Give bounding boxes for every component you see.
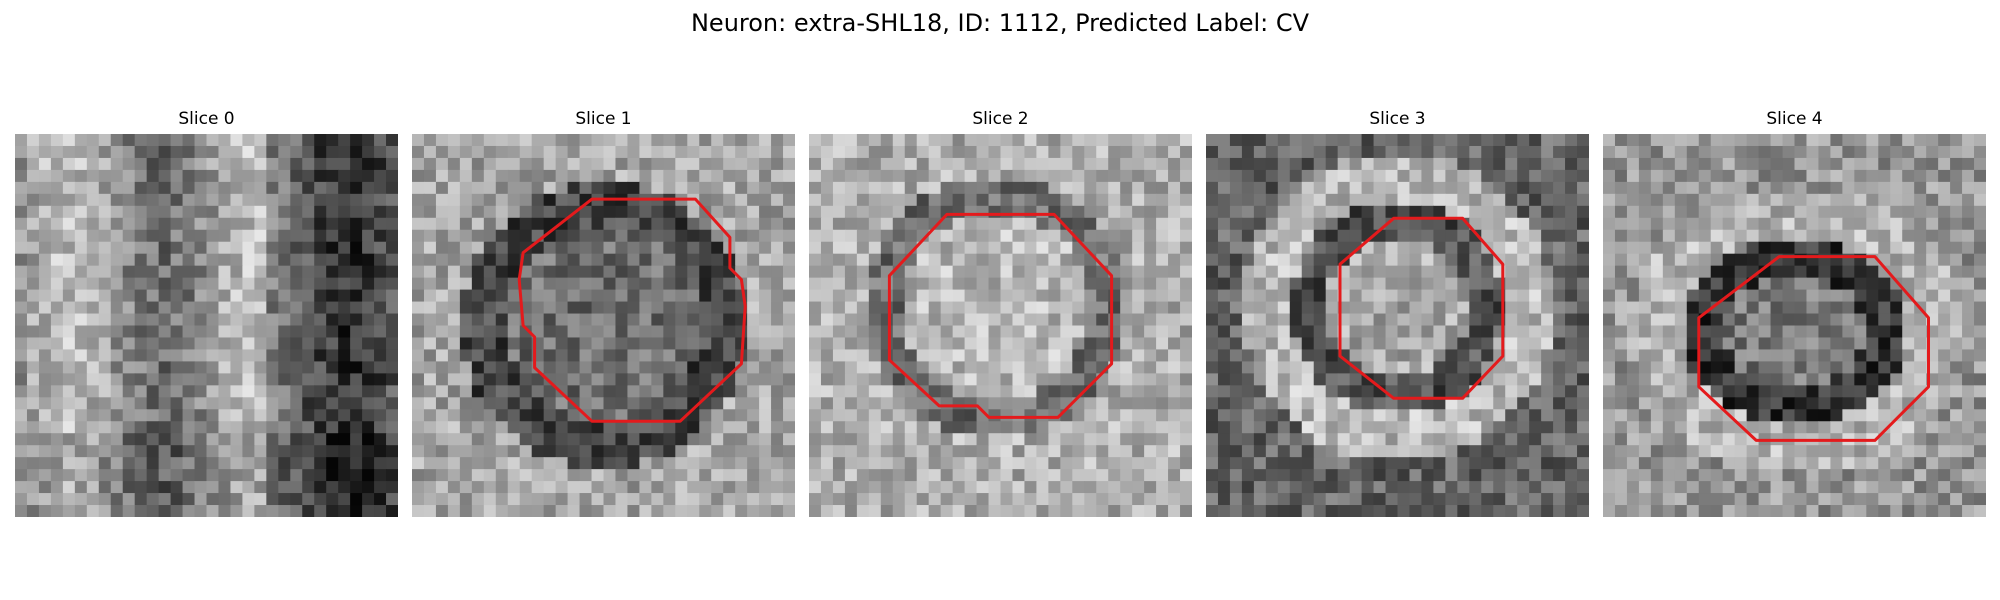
slice-0-title: Slice 0 [178, 109, 235, 129]
slice-3-svg [1206, 134, 1589, 517]
slice-4-image [1603, 134, 1986, 517]
slice-3-contour [1338, 216, 1505, 400]
slice-3-title: Slice 3 [1369, 109, 1426, 129]
slice-0-image [15, 134, 398, 517]
slice-2-title: Slice 2 [972, 109, 1029, 129]
slice-2-svg [809, 134, 1192, 517]
slice-2-contour [887, 212, 1114, 419]
slice-2-image [809, 134, 1192, 517]
slice-0-svg [15, 134, 398, 517]
figure-title: Neuron: extra-SHL18, ID: 1112, Predicted… [690, 9, 1310, 37]
slice-4-contour [1697, 255, 1930, 442]
slice-4-title: Slice 4 [1766, 109, 1823, 129]
slice-3-image [1206, 134, 1589, 517]
slice-1-image [412, 134, 795, 517]
slice-1-contour [517, 197, 747, 423]
slice-1-title: Slice 1 [575, 109, 632, 129]
slice-1-svg [412, 134, 795, 517]
slice-4-svg [1603, 134, 1986, 517]
